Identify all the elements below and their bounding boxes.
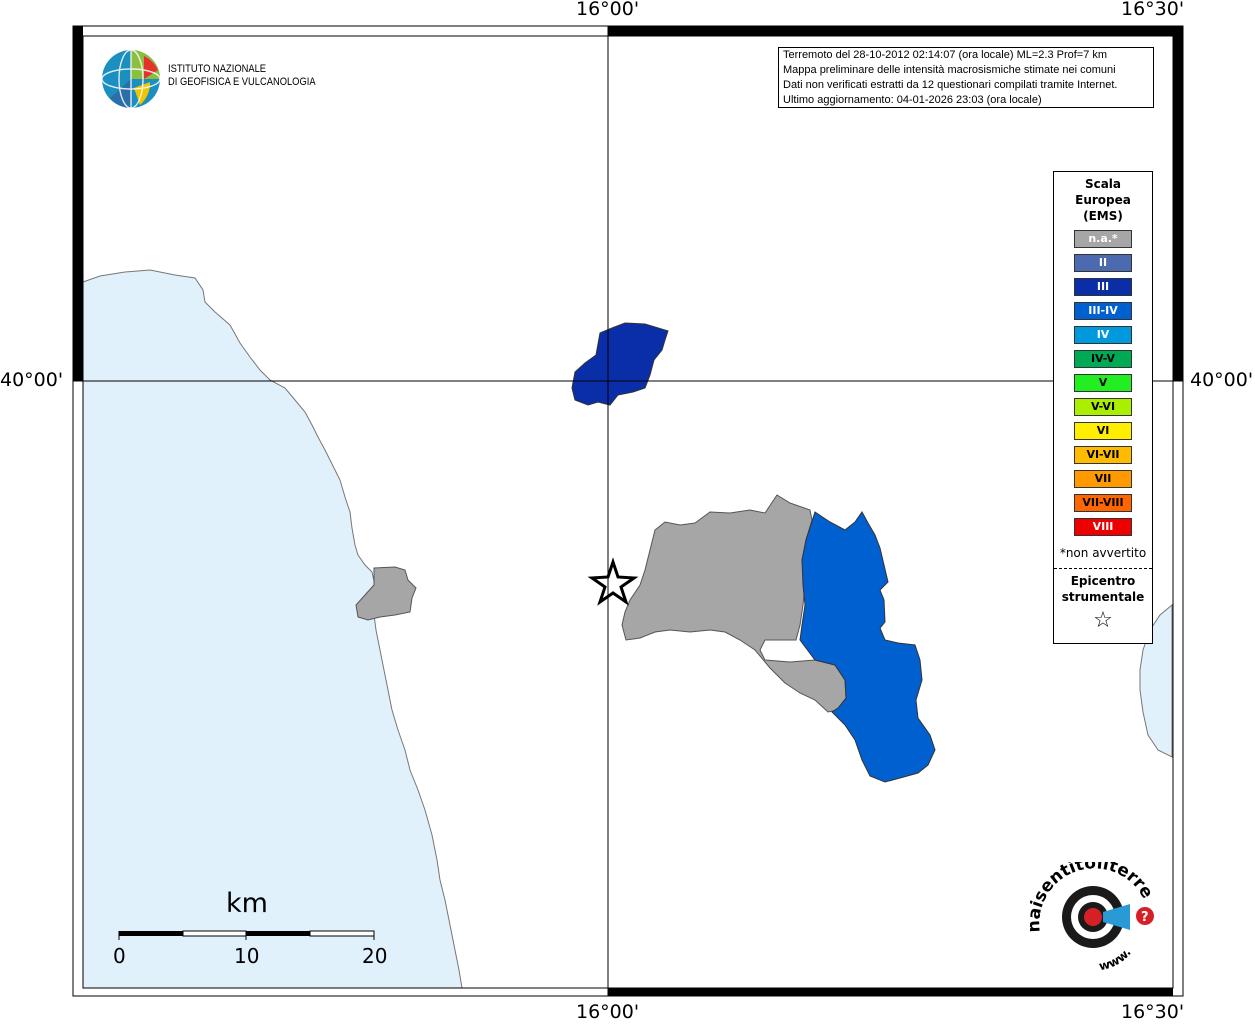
event-info-line: Ultimo aggiornamento: 04-01-2026 23:03 (… [783, 94, 1042, 106]
event-info-line: Mappa preliminare delle intensità macros… [783, 64, 1116, 76]
haisentito-logo-icon: haisentitoilterremoto.it www. ? [1030, 862, 1157, 973]
legend-swatch: VI [1074, 422, 1132, 440]
legend-swatch: VII-VIII [1074, 494, 1132, 512]
legend-epicenter-line: Epicentro [1070, 574, 1136, 588]
ingv-name-line1: ISTITUTO NAZIONALE [168, 63, 267, 75]
coord-top-right-lon: 16°30' [1121, 0, 1185, 20]
event-info-box: Terremoto del 28-10-2012 02:14:07 (ora l… [778, 47, 1154, 108]
scale-bar-segment [119, 931, 183, 936]
legend-divider [1054, 568, 1152, 569]
svg-text:www.: www. [1098, 945, 1134, 973]
scale-bar-segment [309, 930, 375, 937]
scale-bar-segment [182, 930, 247, 937]
legend-title-line: Scala [1084, 177, 1122, 191]
legend-swatch: VI-VII [1074, 446, 1132, 464]
region-intensity-III-IV [799, 511, 936, 783]
event-info-line: Dati non verificati estratti da 12 quest… [783, 79, 1118, 91]
scale-bar-label: 0 [113, 944, 126, 968]
legend-swatch: V-VI [1074, 398, 1132, 416]
frame-bar [1173, 26, 1183, 381]
region-intensity-III [571, 322, 669, 406]
frame-bar [608, 988, 1173, 996]
coord-top-left-lon: 16°00' [576, 0, 640, 20]
sea-area [82, 269, 463, 989]
legend-swatch: n.a.* [1074, 230, 1132, 248]
legend-epicenter-line: strumentale [1061, 590, 1145, 604]
scale-bar-title: km [226, 888, 268, 919]
legend-swatch: III-IV [1074, 302, 1132, 320]
coord-right-lat: 40°00' [1190, 369, 1254, 391]
frame-bar [608, 26, 1173, 36]
legend-star-icon: ☆ [1093, 608, 1113, 633]
region-na-coast [355, 566, 417, 621]
ingv-name-line2: DI GEOFISICA E VULCANOLOGIA [168, 76, 316, 88]
scale-bar-label: 20 [362, 944, 388, 968]
coord-left-lat: 40°00' [0, 369, 64, 391]
epicenter-star-icon [587, 557, 639, 606]
legend-note: *non avvertito [1059, 546, 1147, 560]
legend-title-line: (EMS) [1083, 209, 1123, 223]
haisentito-www: www. [1098, 945, 1134, 973]
legend-title-line: Europea [1075, 193, 1131, 207]
legend-swatch: II [1074, 254, 1132, 272]
ems-legend: Scala Europea (EMS) n.a.* II III III-IV IV IV… [1053, 171, 1153, 644]
svg-text:?: ? [1141, 910, 1149, 925]
legend-swatch: IV-V [1074, 350, 1132, 368]
legend-epicenter-label: Epicentro strumentale [1054, 573, 1152, 605]
legend-title: Scala Europea (EMS) [1054, 176, 1152, 224]
coord-bottom-right-lon: 16°30' [1121, 1001, 1185, 1023]
legend-swatch: III [1074, 278, 1132, 296]
event-info-line: Terremoto del 28-10-2012 02:14:07 (ora l… [783, 49, 1108, 61]
ingv-name: ISTITUTO NAZIONALE DI GEOFISICA E VULCAN… [168, 63, 316, 89]
ingv-globe-icon [101, 49, 161, 109]
scale-bar-label: 10 [234, 944, 260, 968]
legend-swatch: IV [1074, 326, 1132, 344]
legend-swatch: VII [1074, 470, 1132, 488]
legend-swatch: VIII [1074, 518, 1132, 536]
scale-bar-segment [246, 931, 310, 936]
coord-bottom-left-lon: 16°00' [576, 1001, 640, 1023]
frame-bar [73, 26, 83, 381]
legend-swatch: V [1074, 374, 1132, 392]
